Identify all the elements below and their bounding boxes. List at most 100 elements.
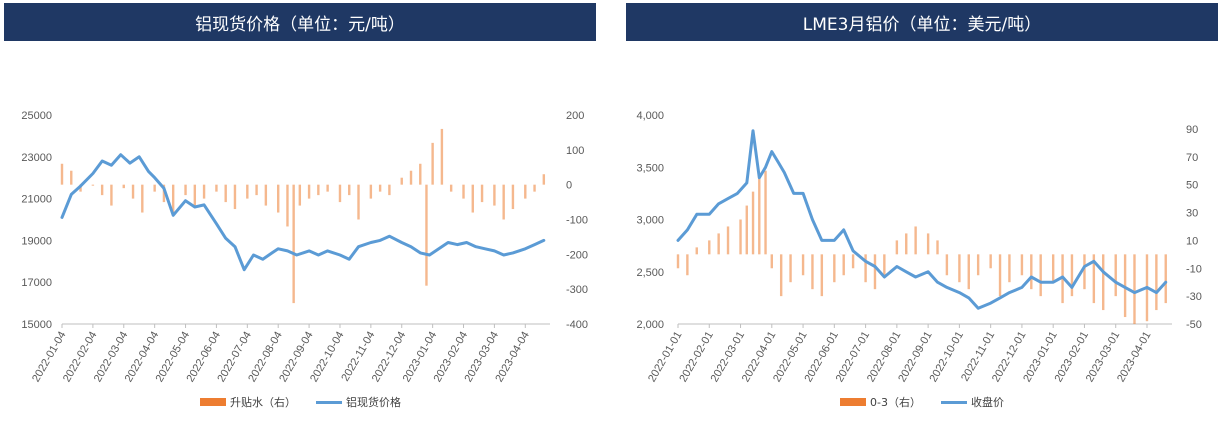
legend-bar-swatch [840, 398, 866, 406]
bar-mark [851, 254, 855, 269]
y-right-tick-label: -400 [566, 319, 588, 331]
bar-mark [708, 240, 711, 255]
bar-mark [801, 254, 805, 276]
bar-mark [246, 184, 249, 199]
bar-mark [286, 184, 289, 227]
bar-mark [202, 184, 206, 199]
bar-mark [1008, 254, 1011, 283]
bar-mark [369, 184, 373, 199]
chart-panel-left: 铝现货价格（单位：元/吨） 15000 17000 19000 21000 23000 2… [0, 0, 598, 423]
y-left-tick-label: 3,500 [636, 162, 664, 174]
bar-mark [1030, 254, 1033, 290]
bar-mark [1092, 254, 1096, 304]
y-right-tick-label: -200 [566, 249, 588, 261]
y-left-tick-label: 4,000 [636, 110, 664, 122]
bar-mark [820, 254, 824, 297]
bar-mark [233, 184, 237, 210]
bar-mark [449, 184, 453, 192]
bar-mark [425, 184, 428, 286]
bar-mark [524, 184, 527, 199]
bar-mark [122, 184, 125, 189]
bar-mark [378, 184, 382, 192]
chart-panel-right: LME3月铝价（单位：美元/吨） 2,000 2,500 3,000 3,500 4,0… [622, 0, 1220, 423]
bar-mark [1164, 254, 1167, 304]
y-left-tick-label: 23000 [21, 152, 52, 164]
bar-mark [1114, 254, 1117, 297]
legend-item-spread: 0-3（右） [840, 394, 921, 410]
bar-mark [958, 254, 961, 283]
bar-mark [348, 184, 351, 196]
bar-mark [224, 184, 227, 203]
bar-mark [926, 233, 930, 255]
bar-mark [1102, 254, 1105, 311]
bar-mark [811, 254, 814, 290]
y-right-tick-label: -300 [566, 284, 588, 296]
y-right-tick-label: 50 [1186, 180, 1198, 192]
aluminum-spot-chart: 15000 17000 19000 21000 23000 25000 -400 -300 -2… [21, 110, 588, 384]
bar-mark [255, 184, 258, 196]
y-left-tick-label: 21000 [21, 194, 52, 206]
bar-mark [789, 254, 792, 283]
bar-mark [511, 184, 515, 210]
bar-mark [989, 254, 992, 269]
bar-mark [883, 254, 886, 276]
bar-mark [91, 184, 95, 186]
bar-mark [905, 233, 908, 255]
bar-mark [184, 184, 187, 196]
y-right-tick-label: -50 [1186, 319, 1202, 331]
bar-mark [357, 184, 360, 220]
bar-mark [409, 170, 413, 185]
legend-line-swatch [316, 400, 342, 404]
bar-mark [686, 254, 689, 276]
price-line [60, 153, 546, 272]
bar-mark [79, 184, 82, 192]
y-left-tick-label: 19000 [21, 235, 52, 247]
bar-mark [471, 184, 474, 213]
bar-mark [1123, 254, 1127, 318]
lme-aluminum-chart: 2,000 2,500 3,000 3,500 4,000 -50 -30 -10 10 30 50… [636, 110, 1202, 384]
bar-mark [873, 254, 877, 290]
bar-mark [695, 247, 698, 255]
bar-mark [676, 254, 680, 269]
bar-mark [1039, 254, 1042, 297]
chart-title: 铝现货价格（单位：元/吨） [4, 3, 596, 41]
bar-mark [277, 184, 280, 213]
bar-mark [1070, 254, 1074, 297]
legend-label: 升贴水（右） [230, 396, 296, 409]
bar-mark [833, 254, 836, 283]
bar-mark [1155, 254, 1158, 311]
bar-mark [493, 184, 496, 206]
bar-mark [141, 184, 144, 213]
y-left-tick-label: 2,000 [636, 319, 664, 331]
bar-mark [60, 163, 64, 185]
bar-mark [745, 205, 748, 255]
legend-label: 0-3（右） [870, 396, 921, 409]
legend-item-price: 铝现货价格 [316, 394, 401, 410]
bar-mark [338, 184, 342, 203]
legend-bar-swatch [200, 398, 226, 406]
bar-mark [153, 184, 156, 192]
y-right-tick-label: 10 [1186, 235, 1198, 247]
bar-mark [751, 191, 755, 255]
bar-mark [480, 184, 484, 203]
y-left-tick-label: 3,000 [636, 215, 664, 227]
bar-mark [264, 184, 268, 206]
legend-line-swatch [940, 400, 967, 404]
bar-mark [431, 142, 434, 185]
legend-item-close: 收盘价 [940, 394, 1004, 410]
y-left-tick-label: 15000 [21, 319, 52, 331]
bar-mark [131, 184, 135, 199]
bar-mark [998, 254, 1002, 297]
bar-mark [779, 254, 783, 297]
bar-mark [895, 240, 899, 255]
bar-mark [1020, 254, 1024, 276]
bar-mark [864, 254, 867, 283]
bar-mark [462, 184, 465, 199]
bar-mark [193, 184, 197, 206]
bar-mark [726, 226, 730, 255]
y-right-tick-label: 30 [1186, 208, 1198, 220]
bar-mark [717, 233, 720, 255]
bar-mark [502, 184, 505, 220]
y-left-tick-label: 25000 [21, 110, 52, 122]
bar-mark [1051, 254, 1055, 283]
